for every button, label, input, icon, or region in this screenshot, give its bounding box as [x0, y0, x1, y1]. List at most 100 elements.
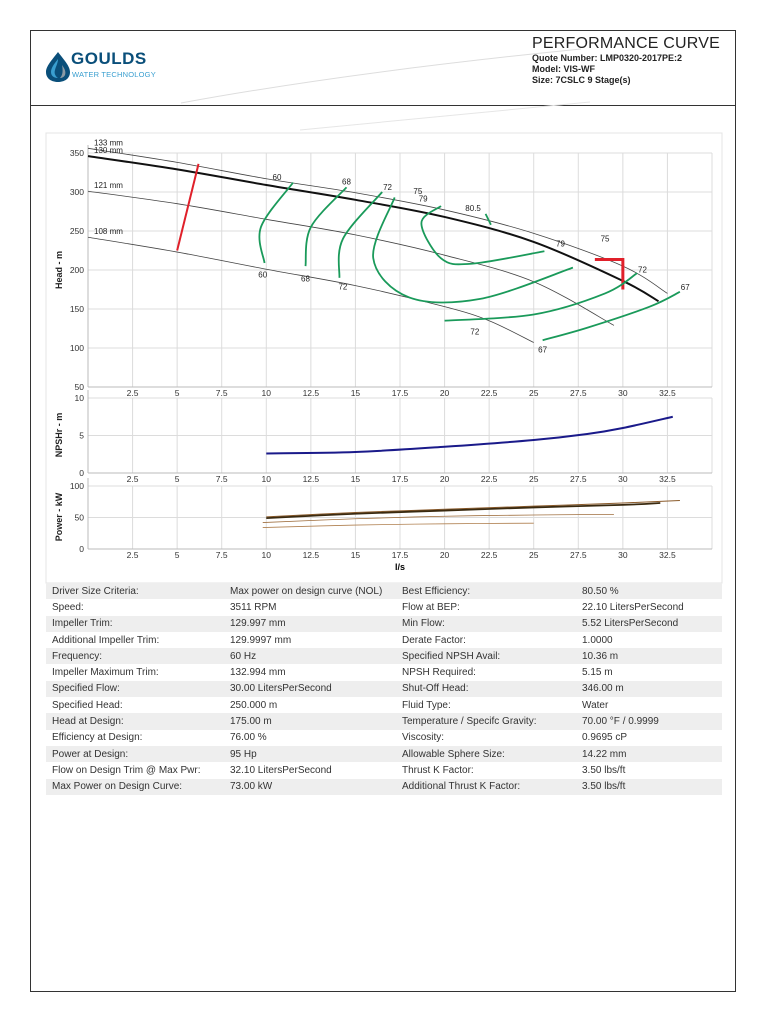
spec-row: Additional Impeller Trim: 129.9997 mm Dera… [46, 632, 722, 648]
efficiency-label: 67 [538, 345, 547, 354]
efficiency-curve-68 [304, 186, 348, 267]
spec-value: 60 Hz [224, 648, 396, 665]
efficiency-label: 75 [413, 187, 422, 196]
y-tick-label: 200 [70, 265, 84, 275]
x-tick-label: 30 [618, 474, 628, 484]
y-tick-label: 10 [75, 393, 85, 403]
spec-label: Best Efficiency: [396, 583, 576, 600]
header: GOULDS WATER TECHNOLOGY PERFORMANCE CURV… [31, 31, 735, 106]
head-chart: 2.5 5 7.5 10 12.5 15 17.5 20 22.5 25 27.5 30 32.5 50 1… [54, 138, 713, 398]
spec-value: 129.997 mm [224, 615, 396, 632]
x-tick-label: 20 [440, 474, 450, 484]
power-curve-121mm [262, 513, 614, 523]
spec-label: Driver Size Criteria: [46, 583, 224, 600]
spec-label: Power at Design: [46, 745, 224, 763]
y-tick-label: 50 [75, 382, 85, 392]
spec-value: 346.00 m [576, 680, 722, 698]
efficiency-curve-67 [542, 291, 681, 342]
company-tagline: WATER TECHNOLOGY [72, 70, 156, 79]
spec-value: 3.50 lbs/ft [582, 764, 626, 776]
y-axis-label: Power - kW [54, 492, 64, 541]
spec-label: Max Power on Design Curve: [46, 778, 224, 795]
spec-label: Flow at BEP: [402, 601, 460, 613]
company-name: GOULDS [71, 49, 147, 68]
spec-row: Impeller Maximum Trim: 132.994 mm NPSH Req… [46, 664, 722, 680]
x-tick-label: 30 [618, 388, 628, 398]
x-tick-label: 10 [262, 388, 272, 398]
company-logo: GOULDS WATER TECHNOLOGY [45, 49, 175, 89]
spec-label: Thrust K Factor: [402, 764, 474, 776]
spec-value: 132.994 mm [230, 667, 286, 679]
spec-value: 76.00 % [230, 732, 267, 744]
spec-label: Impeller Maximum Trim: [52, 667, 159, 679]
x-tick-label: 10 [262, 550, 272, 560]
efficiency-label: 67 [681, 283, 690, 292]
spec-row: Max Power on Design Curve: 73.00 kW Additi… [46, 778, 722, 795]
background-swoosh [299, 101, 591, 131]
spec-label: Specified Flow: [46, 680, 224, 698]
power-curve-108mm [262, 522, 534, 528]
efficiency-curve-72 [337, 191, 383, 278]
x-tick-label: 17.5 [392, 550, 409, 560]
spec-value: 70.00 °F / 0.9999 [576, 713, 722, 730]
spec-label: NPSH Required: [402, 667, 476, 679]
efficiency-curve-80.5 [484, 213, 492, 226]
x-tick-label: 10 [262, 474, 272, 484]
trim-curve-130mm [87, 155, 660, 303]
efficiency-label: 60 [273, 173, 282, 182]
x-tick-label: 15 [351, 388, 361, 398]
specification-table: Driver Size Criteria: Max power on design… [46, 583, 722, 795]
grid [87, 390, 713, 474]
spec-label: Temperature / Specifc Gravity: [396, 713, 576, 730]
x-tick-label: 2.5 [127, 550, 139, 560]
x-tick-label: 22.5 [481, 474, 498, 484]
npshr-curve [266, 415, 673, 455]
spec-row: Speed: 3511 RPM Flow at BEP: 22.10 LitersPe… [46, 599, 722, 615]
spec-value: 3511 RPM [230, 601, 277, 613]
spec-value: 5.15 m [582, 667, 613, 679]
x-tick-label: 20 [440, 550, 450, 560]
x-tick-label: 5 [175, 550, 180, 560]
efficiency-label: 60 [258, 271, 267, 280]
spec-label: Shut-Off Head: [396, 680, 576, 698]
spec-value: 73.00 kW [224, 778, 396, 795]
spec-value: 95 Hp [224, 745, 396, 763]
y-tick-label: 150 [70, 304, 84, 314]
trim-label: 121 mm [94, 181, 123, 190]
performance-charts: 2.5 5 7.5 10 12.5 15 17.5 20 22.5 25 27.5 30 32.5501… [45, 101, 723, 584]
spec-row: Frequency: 60 Hz Specified NPSH Avail: 10.3… [46, 648, 722, 665]
x-tick-label: 27.5 [570, 550, 587, 560]
x-tick-label: 7.5 [216, 388, 228, 398]
spec-row: Flow on Design Trim @ Max Pwr: 32.10 Lite… [46, 762, 722, 778]
spec-value: 0.9695 cP [582, 732, 628, 744]
spec-label: Specified Head: [52, 699, 123, 711]
spec-value: 22.10 LitersPerSecond [582, 601, 684, 613]
spec-row: Specified Flow: 30.00 LitersPerSecond Shut… [46, 680, 722, 698]
spec-value: 129.9997 mm [230, 634, 292, 646]
power-chart: 2.5 5 7.5 10 12.5 15 17.5 20 22.5 25 27.5 30 32.5 0 50… [54, 478, 713, 560]
npshr-chart: 2.5 5 7.5 10 12.5 15 17.5 20 22.5 25 27.5 30 32.5 0 5 1… [54, 390, 713, 484]
x-tick-label: 12.5 [303, 388, 320, 398]
spec-label: Min Flow: [396, 615, 576, 632]
spec-label: Viscosity: [402, 732, 445, 744]
spec-value: Water [582, 699, 609, 711]
quote-number: Quote Number: LMP0320-2017PE:2 [532, 53, 683, 63]
x-tick-label: 32.5 [659, 388, 676, 398]
power-curve-133mm [266, 499, 680, 518]
x-tick-label: 25 [529, 550, 539, 560]
spec-value: 1.0000 [582, 634, 613, 646]
x-tick-label: 25 [529, 388, 539, 398]
x-tick-label: 2.5 [127, 474, 139, 484]
spec-label: Head at Design: [46, 713, 224, 730]
y-tick-label: 0 [79, 544, 84, 554]
y-tick-label: 50 [75, 513, 85, 523]
document-title: PERFORMANCE CURVE [532, 35, 721, 52]
efficiency-label: 75 [601, 235, 610, 244]
spec-label: Additional Impeller Trim: [52, 634, 160, 646]
x-tick-label: 15 [351, 474, 361, 484]
min-flow-line [176, 163, 200, 251]
spec-value: 5.52 LitersPerSecond [576, 615, 722, 632]
spec-label: Specified NPSH Avail: [396, 648, 576, 665]
header-swoosh [181, 48, 581, 104]
y-tick-label: 0 [79, 468, 84, 478]
